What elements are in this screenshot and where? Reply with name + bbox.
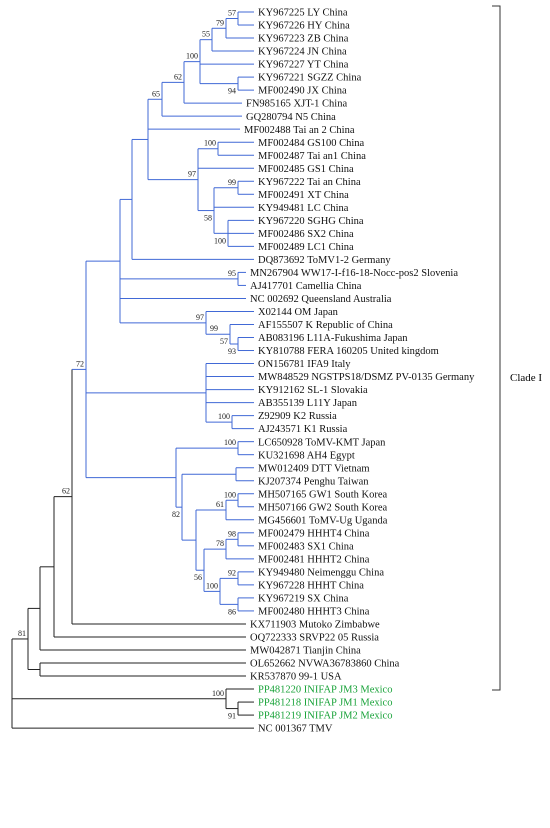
leaf-label: MF002486 SX2 China — [258, 229, 354, 240]
clade-bracket — [492, 5, 501, 691]
bootstrap-label: 100 — [206, 581, 218, 590]
leaf-label: X02144 OM Japan — [258, 307, 339, 318]
leaf-label: MN267904 WW17-I-f16-18-Nocc-pos2 Sloveni… — [250, 268, 458, 279]
leaf-label: PP481218 INIFAP JM1 Mexico — [258, 698, 392, 709]
leaf-label: KY967227 YT China — [258, 60, 349, 71]
leaf-label: NC 002692 Queensland Australia — [250, 294, 392, 305]
bootstrap-label: 98 — [228, 529, 236, 538]
leaf-label: KU321698 AH4 Egypt — [258, 450, 355, 461]
bootstrap-label: 57 — [220, 337, 228, 346]
bootstrap-label: 86 — [228, 607, 236, 616]
bootstrap-label: 100 — [218, 412, 230, 421]
leaf-label: ON156781 IFA9 Italy — [258, 359, 351, 370]
bootstrap-label: 97 — [196, 313, 204, 322]
leaf-label: KY967228 HHHT China — [258, 580, 364, 591]
bootstrap-label: 100 — [212, 689, 224, 698]
bootstrap-label: 82 — [172, 510, 180, 519]
bootstrap-label: 61 — [216, 500, 224, 509]
leaf-label: MG456601 ToMV-Ug Uganda — [258, 515, 388, 526]
bootstrap-label: 81 — [18, 629, 26, 638]
leaf-label: DQ873692 ToMV1-2 Germany — [258, 255, 391, 266]
leaf-label: FN985165 XJT-1 China — [246, 99, 347, 110]
leaf-label: PP481219 INIFAP JM2 Mexico — [258, 711, 392, 722]
tree-branches — [11, 11, 254, 729]
leaf-label: PP481220 INIFAP JM3 Mexico — [258, 685, 392, 696]
leaf-label: OL652662 NVWA36783860 China — [250, 659, 400, 670]
bootstrap-label: 100 — [214, 236, 226, 245]
clade-label: Clade I — [510, 372, 542, 384]
bootstrap-label: 99 — [228, 178, 236, 187]
leaf-label: MF002485 GS1 China — [258, 164, 354, 175]
leaf-label: KY810788 FERA 160205 United kingdom — [258, 346, 439, 357]
leaf-label: MF002484 GS100 China — [258, 138, 365, 149]
leaf-label: KY949481 LC China — [258, 203, 349, 214]
leaf-label: MH507165 GW1 South Korea — [258, 489, 388, 500]
leaf-label: AB355139 L11Y Japan — [258, 398, 358, 409]
bootstrap-label: 72 — [76, 359, 84, 368]
leaf-label: KY967221 SGZZ China — [258, 73, 362, 84]
leaf-label: AF155507 K Republic of China — [258, 320, 393, 331]
bootstrap-label: 79 — [216, 18, 224, 27]
leaf-label: MH507166 GW2 South Korea — [258, 502, 388, 513]
leaf-label: MF002481 HHHT2 China — [258, 554, 370, 565]
leaf-label: MF002490 JX China — [258, 86, 347, 97]
bootstrap-label: 62 — [174, 72, 182, 81]
bootstrap-label: 100 — [204, 139, 216, 148]
bootstrap-label: 94 — [228, 87, 236, 96]
bootstrap-label: 100 — [186, 52, 198, 61]
leaf-label: GQ280794 N5 China — [246, 112, 336, 123]
bootstrap-label: 92 — [228, 568, 236, 577]
leaf-label: OQ722333 SRVP22 05 Russia — [250, 633, 379, 644]
leaf-label: KY967223 ZB China — [258, 34, 349, 45]
bootstrap-label: 58 — [204, 214, 212, 223]
leaf-label: MW042871 Tianjin China — [250, 646, 361, 657]
leaf-label: Z92909 K2 Russia — [258, 411, 337, 422]
leaf-labels: KY967225 LY China KY967226 HY China KY9672… — [244, 8, 475, 735]
leaf-label: KY949480 Neimenggu China — [258, 567, 384, 578]
leaf-label: AJ243571 K1 Russia — [258, 424, 348, 435]
leaf-label: AB083196 L11A-Fukushima Japan — [258, 333, 408, 344]
bootstrap-label: 100 — [224, 490, 236, 499]
bootstrap-label: 55 — [202, 30, 210, 39]
leaf-label: KY967225 LY China — [258, 8, 348, 19]
leaf-label: MF002488 Tai an 2 China — [244, 125, 355, 136]
bootstrap-label: 57 — [228, 9, 236, 18]
leaf-label: AJ417701 Camellia China — [250, 281, 362, 292]
bootstrap-label: 100 — [224, 438, 236, 447]
bootstrap-label: 91 — [228, 712, 236, 721]
bootstrap-label: 97 — [188, 170, 196, 179]
bootstrap-label: 62 — [62, 487, 70, 496]
leaf-label: LC650928 ToMV-KMT Japan — [258, 437, 386, 448]
leaf-label: KR537870 99-1 USA — [250, 672, 342, 683]
bootstrap-label: 65 — [152, 89, 160, 98]
leaf-label: MF002480 HHHT3 China — [258, 607, 370, 618]
leaf-label: KY912162 SL-1 Slovakia — [258, 385, 368, 396]
leaf-label: NC 001367 TMV — [258, 724, 333, 735]
leaf-label: KY967219 SX China — [258, 594, 349, 605]
leaf-label: MF002479 HHHT4 China — [258, 528, 370, 539]
bootstrap-label: 95 — [228, 269, 236, 278]
leaf-label: MF002491 XT China — [258, 190, 349, 201]
leaf-label: KX711903 Mutoko Zimbabwe — [250, 620, 380, 631]
leaf-label: MF002489 LC1 China — [258, 242, 354, 253]
leaf-label: KY967224 JN China — [258, 47, 347, 58]
bootstrap-label: 99 — [210, 324, 218, 333]
leaf-label: MW012409 DTT Vietnam — [258, 463, 370, 474]
bootstrap-label: 56 — [194, 573, 202, 582]
leaf-label: MF002483 SX1 China — [258, 541, 354, 552]
bootstrap-values: 5779551009462651009799581007295979957936… — [18, 9, 236, 721]
leaf-label: KY967220 SGHG China — [258, 216, 364, 227]
bootstrap-label: 78 — [216, 539, 224, 548]
leaf-label: MW848529 NGSTPS18/DSMZ PV-0135 Germany — [258, 372, 475, 383]
bootstrap-label: 93 — [228, 347, 236, 356]
leaf-label: KY967226 HY China — [258, 21, 350, 32]
leaf-label: MF002487 Tai an1 China — [258, 151, 366, 162]
leaf-label: KJ207374 Penghu Taiwan — [258, 476, 369, 487]
leaf-label: KY967222 Tai an China — [258, 177, 361, 188]
